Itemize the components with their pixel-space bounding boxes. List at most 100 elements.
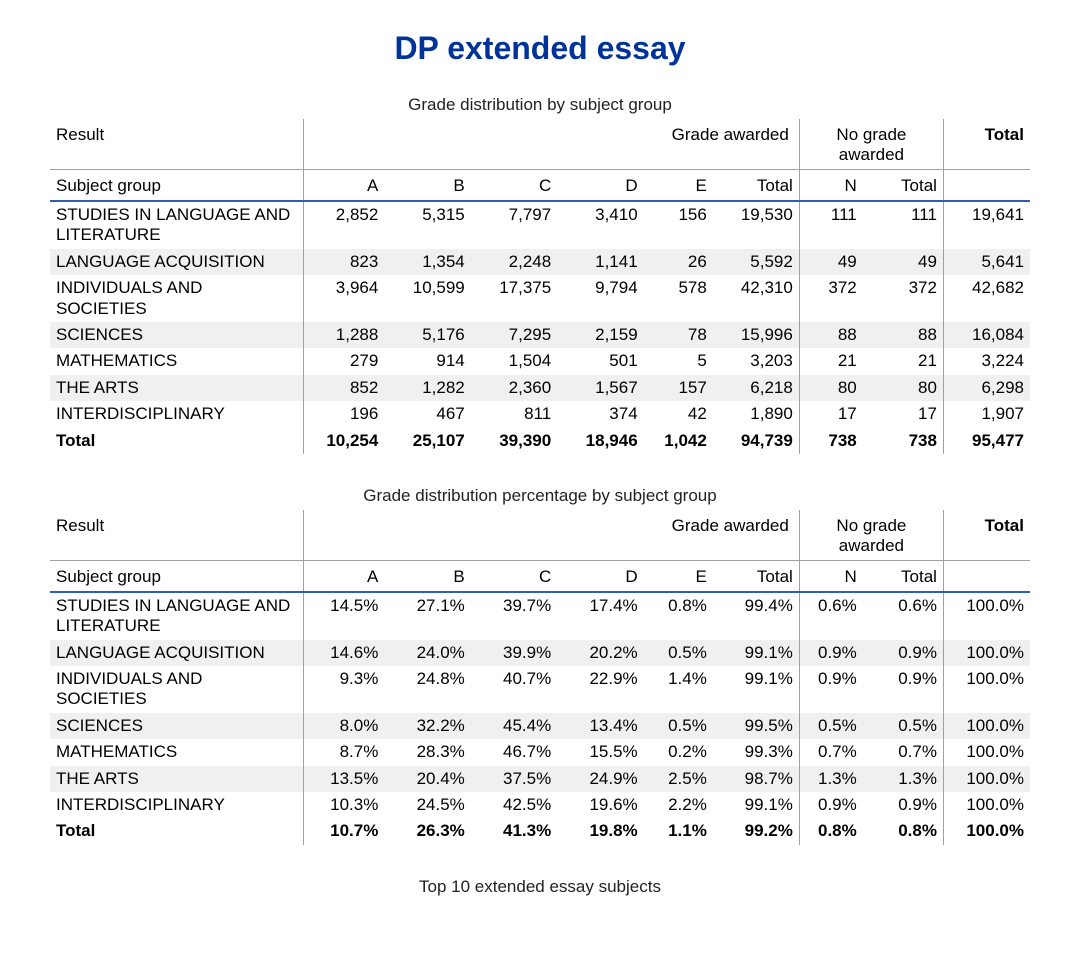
cell-A: 279: [304, 348, 385, 374]
cell-N: 0.7%: [799, 739, 862, 765]
cell-subject: THE ARTS: [50, 375, 304, 401]
cell-D: 17.4%: [557, 592, 643, 640]
table-row: INDIVIDUALS AND SOCIETIES9.3%24.8%40.7%2…: [50, 666, 1030, 713]
cell-N: 0.9%: [799, 640, 862, 666]
cell-total2: 1.3%: [863, 766, 944, 792]
cell-E: 0.2%: [644, 739, 713, 765]
hdr-subject-group: Subject group: [50, 170, 304, 202]
cell-total1: 94,739: [713, 428, 800, 454]
cell-C: 37.5%: [471, 766, 557, 792]
cell-D: 18,946: [557, 428, 643, 454]
cell-E: 156: [644, 201, 713, 249]
cell-E: 78: [644, 322, 713, 348]
hdr2-total1: Total: [713, 560, 800, 592]
cell-total1: 99.3%: [713, 739, 800, 765]
cell-D: 13.4%: [557, 713, 643, 739]
cell-total2: 0.9%: [863, 640, 944, 666]
cell-E: 26: [644, 249, 713, 275]
cell-B: 1,354: [384, 249, 470, 275]
table-row: STUDIES IN LANGUAGE AND LITERATURE14.5%2…: [50, 592, 1030, 640]
cell-grand-total: 100.0%: [943, 818, 1030, 844]
cell-E: 5: [644, 348, 713, 374]
cell-grand-total: 19,641: [943, 201, 1030, 249]
table1-header-row2: Subject group A B C D E Total N Total: [50, 170, 1030, 202]
hdr-A: A: [304, 170, 385, 202]
cell-total1: 99.1%: [713, 666, 800, 713]
cell-subject: LANGUAGE ACQUISITION: [50, 249, 304, 275]
cell-total1: 19,530: [713, 201, 800, 249]
hdr-B: B: [384, 170, 470, 202]
cell-total1: 99.1%: [713, 640, 800, 666]
cell-subject: STUDIES IN LANGUAGE AND LITERATURE: [50, 592, 304, 640]
cell-A: 14.5%: [304, 592, 385, 640]
cell-N: 17: [799, 401, 862, 427]
cell-grand-total: 1,907: [943, 401, 1030, 427]
cell-subject: LANGUAGE ACQUISITION: [50, 640, 304, 666]
cell-D: 24.9%: [557, 766, 643, 792]
cell-total2: 0.5%: [863, 713, 944, 739]
hdr2-no-grade: No grade awarded: [799, 510, 943, 561]
hdr-C: C: [471, 170, 557, 202]
cell-N: 49: [799, 249, 862, 275]
cell-E: 1.4%: [644, 666, 713, 713]
page-root: DP extended essay Grade distribution by …: [0, 0, 1080, 911]
cell-total2: 21: [863, 348, 944, 374]
cell-B: 26.3%: [384, 818, 470, 844]
cell-B: 28.3%: [384, 739, 470, 765]
cell-subject: THE ARTS: [50, 766, 304, 792]
cell-N: 0.8%: [799, 818, 862, 844]
cell-total2: 0.8%: [863, 818, 944, 844]
cell-A: 10,254: [304, 428, 385, 454]
cell-D: 1,567: [557, 375, 643, 401]
cell-A: 14.6%: [304, 640, 385, 666]
cell-total2: 0.9%: [863, 792, 944, 818]
cell-B: 32.2%: [384, 713, 470, 739]
cell-N: 80: [799, 375, 862, 401]
cell-C: 45.4%: [471, 713, 557, 739]
cell-D: 19.8%: [557, 818, 643, 844]
cell-total2: 0.9%: [863, 666, 944, 713]
cell-B: 467: [384, 401, 470, 427]
cell-total1: 42,310: [713, 275, 800, 322]
cell-total2: 372: [863, 275, 944, 322]
cell-C: 2,360: [471, 375, 557, 401]
cell-total1: 6,218: [713, 375, 800, 401]
table-row: MATHEMATICS2799141,50450153,20321213,224: [50, 348, 1030, 374]
table-row: INTERDISCIPLINARY196467811374421,8901717…: [50, 401, 1030, 427]
hdr-total: Total: [943, 119, 1030, 170]
cell-A: 2,852: [304, 201, 385, 249]
hdr-total2: Total: [863, 170, 944, 202]
cell-B: 1,282: [384, 375, 470, 401]
cell-N: 1.3%: [799, 766, 862, 792]
cell-C: 7,295: [471, 322, 557, 348]
cell-A: 1,288: [304, 322, 385, 348]
cell-C: 7,797: [471, 201, 557, 249]
cell-A: 8.7%: [304, 739, 385, 765]
cell-total1: 99.2%: [713, 818, 800, 844]
cell-B: 25,107: [384, 428, 470, 454]
cell-E: 1,042: [644, 428, 713, 454]
table-row: INTERDISCIPLINARY10.3%24.5%42.5%19.6%2.2…: [50, 792, 1030, 818]
cell-D: 501: [557, 348, 643, 374]
cell-subject: MATHEMATICS: [50, 739, 304, 765]
cell-A: 3,964: [304, 275, 385, 322]
cell-E: 42: [644, 401, 713, 427]
cell-D: 2,159: [557, 322, 643, 348]
hdr-result: Result: [50, 119, 304, 170]
hdr-total1: Total: [713, 170, 800, 202]
cell-total2: 0.6%: [863, 592, 944, 640]
cell-total2: 738: [863, 428, 944, 454]
cell-C: 41.3%: [471, 818, 557, 844]
hdr2-total: Total: [943, 510, 1030, 561]
hdr-E: E: [644, 170, 713, 202]
hdr2-E: E: [644, 560, 713, 592]
table-row: SCIENCES1,2885,1767,2952,1597815,9968888…: [50, 322, 1030, 348]
hdr2-grand-blank: [943, 560, 1030, 592]
cell-D: 15.5%: [557, 739, 643, 765]
cell-grand-total: 100.0%: [943, 713, 1030, 739]
hdr2-D: D: [557, 560, 643, 592]
table2-header-row2: Subject group A B C D E Total N Total: [50, 560, 1030, 592]
cell-subject-total: Total: [50, 428, 304, 454]
cell-D: 1,141: [557, 249, 643, 275]
hdr-grade-awarded: Grade awarded: [304, 119, 800, 170]
